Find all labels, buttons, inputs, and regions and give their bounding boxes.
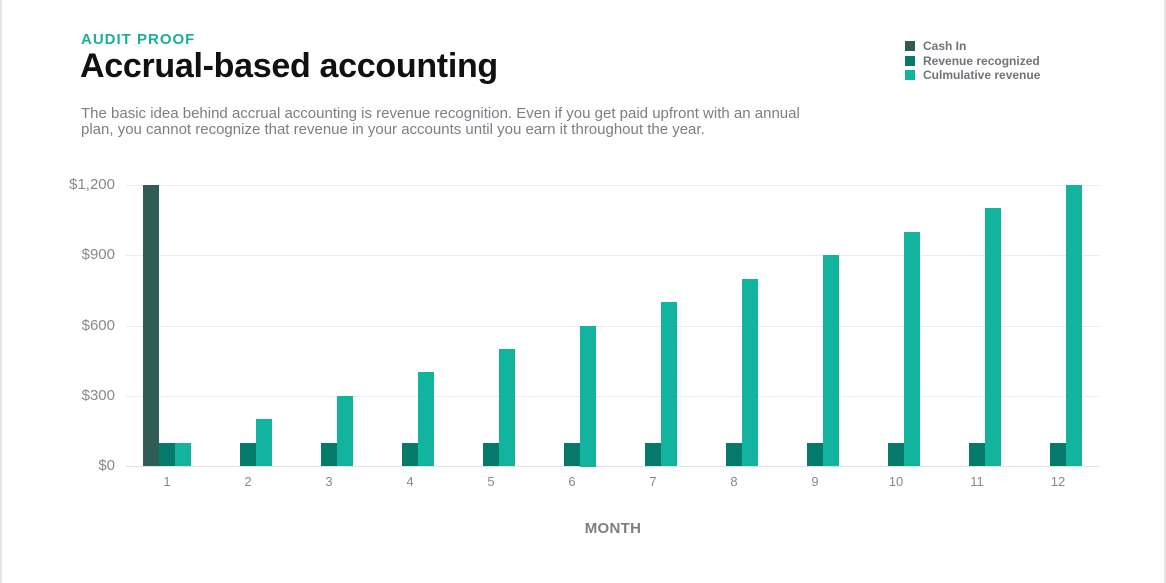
chart-legend: Cash In Revenue recognized Culmulative rev…: [905, 39, 1040, 83]
x-tick-label: 11: [970, 474, 984, 489]
bar-revenue-recognized: [645, 443, 661, 466]
y-tick-label: $900: [81, 246, 115, 263]
gridline: [126, 185, 1099, 186]
bar-revenue-recognized: [159, 443, 175, 466]
legend-label: Culmulative revenue: [923, 68, 1041, 83]
legend-label: Revenue recognized: [923, 53, 1040, 68]
bar-culmulative-revenue: [904, 232, 920, 466]
bar-culmulative-revenue: [985, 208, 1001, 466]
bar-revenue-recognized: [402, 443, 418, 466]
bar-culmulative-revenue: [337, 396, 353, 466]
gridline: [126, 396, 1099, 397]
description: The basic idea behind accrual accounting…: [81, 105, 800, 138]
bar-revenue-recognized: [1050, 443, 1066, 466]
bar-revenue-recognized: [726, 443, 742, 466]
bar-revenue-recognized: [240, 443, 256, 466]
legend-label: Cash In: [923, 39, 967, 54]
legend-item: Revenue recognized: [905, 54, 1040, 69]
gridline: [126, 466, 1099, 467]
x-tick-label: 9: [811, 474, 819, 489]
bar-revenue-recognized: [483, 443, 499, 466]
legend-swatch-icon: [905, 70, 915, 81]
legend-item: Culmulative revenue: [905, 68, 1040, 83]
eyebrow-label: AUDIT PROOF: [81, 31, 196, 48]
legend-swatch-icon: [905, 41, 915, 52]
x-tick-label: 12: [1050, 474, 1066, 489]
y-tick-label: $0: [98, 457, 115, 474]
x-tick-label: 5: [487, 474, 495, 489]
gridline: [126, 326, 1099, 327]
x-tick-label: 2: [244, 474, 252, 489]
bar-culmulative-revenue: [661, 302, 677, 466]
y-tick-label: $600: [81, 317, 115, 334]
page-title: Accrual-based accounting: [80, 47, 498, 85]
bar-culmulative-revenue: [418, 372, 434, 466]
bar-revenue-recognized: [969, 443, 985, 466]
legend-swatch-icon: [905, 55, 915, 66]
bar-cash-in: [143, 185, 159, 466]
bar-culmulative-revenue: [256, 419, 272, 466]
bar-revenue-recognized: [564, 443, 580, 466]
bar-revenue-recognized: [807, 443, 823, 466]
bar-culmulative-revenue: [499, 349, 515, 466]
x-tick-label: 10: [888, 474, 904, 489]
y-tick-label: $1,200: [69, 176, 115, 193]
bar-revenue-recognized: [888, 443, 904, 466]
x-tick-label: 6: [568, 474, 576, 489]
x-tick-label: 1: [163, 474, 171, 489]
bar-culmulative-revenue: [823, 255, 839, 466]
x-tick-label: 8: [730, 474, 738, 489]
bar-culmulative-revenue: [175, 443, 191, 466]
y-tick-label: $300: [81, 387, 115, 404]
gridline: [126, 255, 1099, 256]
bar-culmulative-revenue: [1066, 185, 1082, 466]
bar-culmulative-revenue: [742, 279, 758, 466]
x-axis-label: MONTH: [584, 520, 642, 537]
bar-culmulative-revenue: [580, 326, 596, 467]
x-tick-label: 3: [325, 474, 333, 489]
bar-revenue-recognized: [321, 443, 337, 466]
legend-item: Cash In: [905, 39, 1040, 54]
x-tick-label: 4: [406, 474, 414, 489]
x-tick-label: 7: [649, 474, 657, 489]
